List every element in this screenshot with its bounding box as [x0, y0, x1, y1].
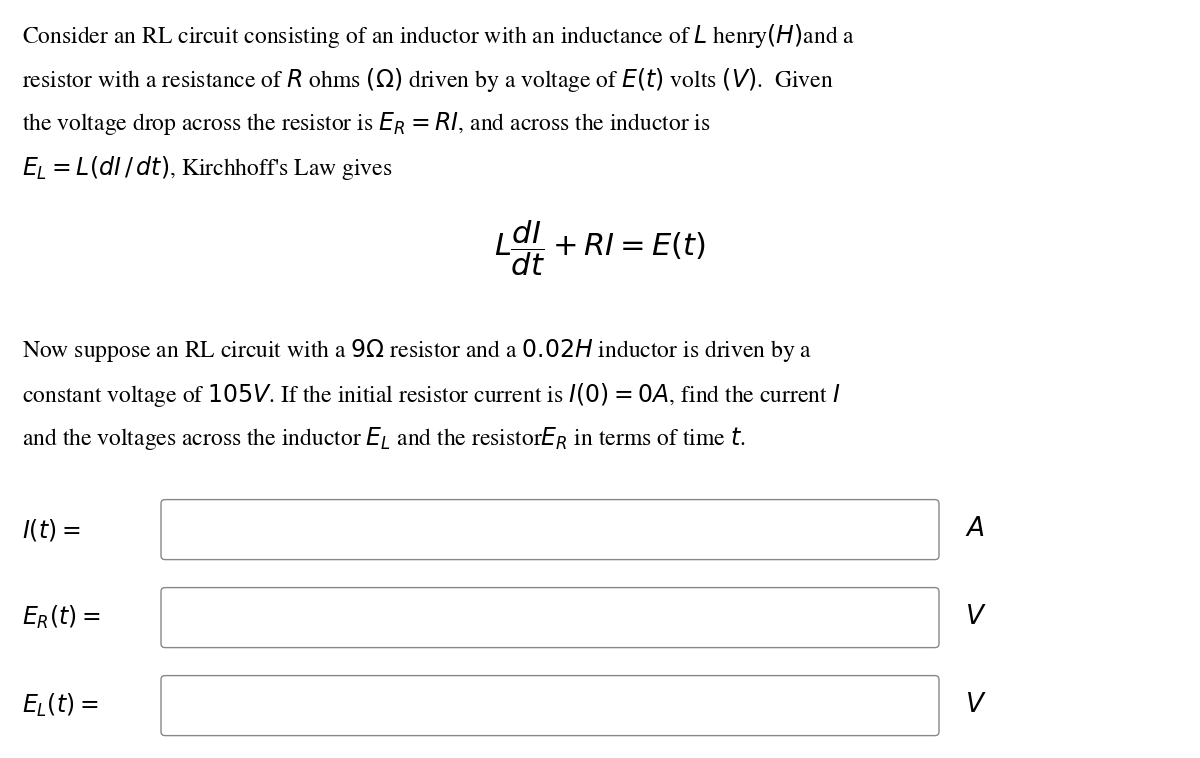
Text: resistor with a resistance of $R$ ohms $(\Omega)$ driven by a voltage of $E(t)$ : resistor with a resistance of $R$ ohms $…: [22, 66, 834, 94]
Text: $L\dfrac{dI}{dt} + RI = E(t)$: $L\dfrac{dI}{dt} + RI = E(t)$: [494, 218, 706, 277]
Text: $E_R(t) =$: $E_R(t) =$: [22, 604, 101, 631]
FancyBboxPatch shape: [161, 500, 938, 559]
Text: and the voltages across the inductor $E_L$ and the resistor$E_R$ in terms of tim: and the voltages across the inductor $E_…: [22, 424, 745, 452]
Text: $A$: $A$: [965, 517, 985, 542]
Text: $V$: $V$: [965, 694, 986, 718]
Text: $E_L = L(dI\,/\,dt)$, Kirchhoff's Law gives: $E_L = L(dI\,/\,dt)$, Kirchhoff's Law gi…: [22, 154, 392, 182]
Text: the voltage drop across the resistor is $E_R = RI$, and across the inductor is: the voltage drop across the resistor is …: [22, 110, 710, 137]
FancyBboxPatch shape: [161, 587, 938, 647]
Text: $E_L(t) =$: $E_L(t) =$: [22, 692, 98, 719]
Text: constant voltage of $105V$. If the initial resistor current is $I(0) = 0A$, find: constant voltage of $105V$. If the initi…: [22, 381, 840, 409]
FancyBboxPatch shape: [161, 675, 938, 735]
Text: $I(t) =$: $I(t) =$: [22, 517, 80, 543]
Text: Now suppose an RL circuit with a $9\Omega$ resistor and a $0.02H$ inductor is dr: Now suppose an RL circuit with a $9\Omeg…: [22, 337, 812, 364]
Text: $V$: $V$: [965, 606, 986, 630]
Text: Consider an RL circuit consisting of an inductor with an inductance of $L$ henry: Consider an RL circuit consisting of an …: [22, 22, 856, 50]
